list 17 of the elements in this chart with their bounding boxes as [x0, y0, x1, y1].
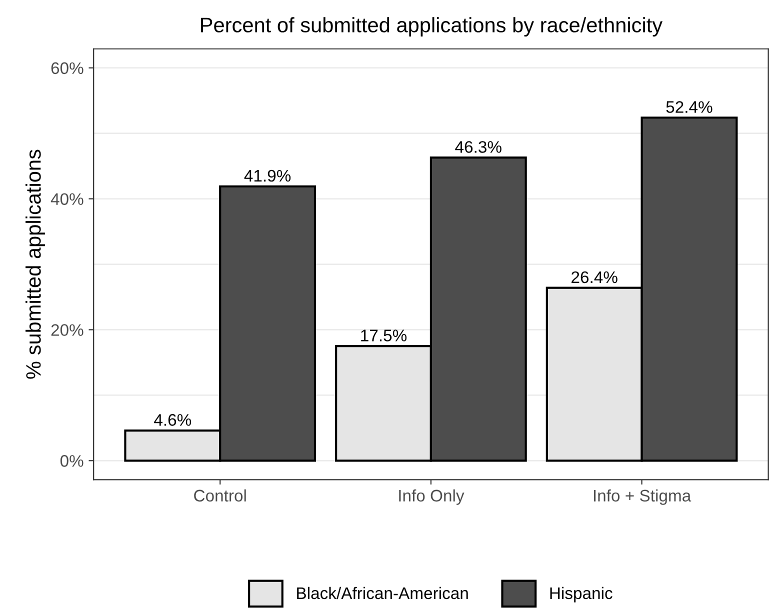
data-label: 41.9% [244, 170, 291, 182]
data-label: 17.5% [361, 330, 407, 342]
x-tick-label: Info + Stigma [594, 489, 692, 505]
legend-label: Hispanic [550, 586, 612, 602]
chart-title: Percent of submitted applications by race/ethnicity [201, 17, 663, 37]
data-label: 52.4% [666, 101, 712, 113]
y-tick-label: 0% [60, 455, 84, 467]
y-tick-label: 40% [50, 193, 84, 205]
data-label: 4.6% [154, 414, 192, 426]
data-label: 46.3% [455, 141, 502, 153]
y-tick-label: 20% [51, 324, 84, 336]
y-tick-label: 60% [51, 62, 84, 74]
data-label: 26.4% [572, 271, 618, 284]
y-axis-title: % submitted applications [26, 150, 45, 379]
legend-label: Black/African-American [297, 586, 468, 600]
x-tick-label: Control [194, 489, 246, 502]
x-tick-label: Info Only [399, 489, 464, 505]
